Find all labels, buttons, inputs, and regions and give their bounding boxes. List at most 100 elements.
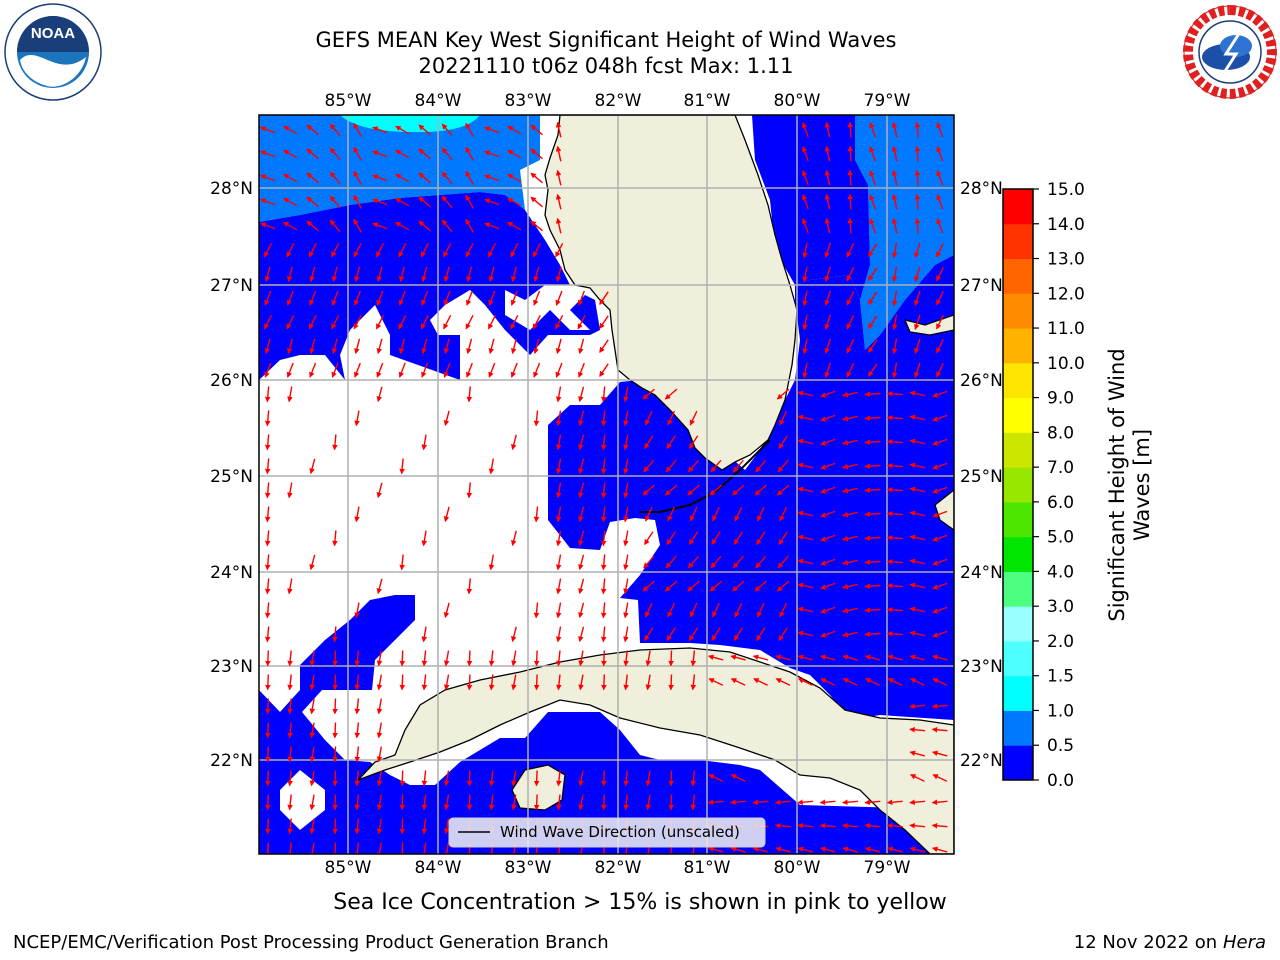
wave-direction-arrow: [376, 650, 383, 667]
colorbar-segment: [1003, 745, 1033, 781]
wave-direction-arrow: [601, 674, 607, 691]
wave-direction-arrow: [398, 338, 405, 355]
wave-direction-arrow: [690, 674, 697, 691]
wave-direction-arrow: [260, 198, 276, 206]
wave-direction-arrow: [309, 362, 317, 378]
wave-direction-arrow: [775, 678, 791, 686]
wave-direction-arrow: [354, 602, 360, 619]
wave-direction-arrow: [819, 846, 836, 853]
wave-direction-arrow: [623, 674, 629, 691]
colorbar-segment: [1003, 258, 1033, 294]
wave-direction-arrow: [510, 290, 518, 306]
wave-direction-arrow: [354, 506, 360, 523]
wave-direction-arrow: [533, 362, 541, 378]
wave-direction-arrow: [887, 846, 903, 853]
wave-direction-arrow: [936, 338, 944, 354]
wave-direction-arrow: [886, 631, 903, 637]
wave-direction-arrow: [687, 484, 700, 496]
wave-direction-arrow: [623, 434, 629, 451]
wind-wave-direction-arrows: [260, 121, 948, 854]
wave-direction-arrow: [932, 414, 948, 422]
wave-direction-arrow: [465, 290, 473, 306]
wave-direction-arrow: [421, 266, 428, 283]
lat-label: 23°N: [210, 657, 253, 677]
wave-direction-arrow: [869, 194, 877, 210]
wave-direction-arrow: [914, 362, 921, 378]
wave-direction-arrow: [797, 630, 814, 637]
colorbar-segment: [1003, 223, 1033, 260]
wave-direction-arrow: [688, 531, 699, 546]
colorbar-ticks: 0.0 0.5 1.0 1.5 2.0 3.0 4.0 5.0 6.0 7.0 8.0 9.0 10.0…: [1033, 180, 1085, 791]
wave-fill-0.5-1.0-atlantic: [855, 115, 954, 350]
wave-direction-arrow: [354, 698, 361, 715]
footer-date: 12 Nov 2022 on Hera: [1074, 932, 1266, 953]
wave-direction-arrow: [932, 510, 948, 518]
wave-direction-arrow: [868, 339, 878, 353]
colorbar-tick-label: 7.0: [1047, 458, 1074, 478]
wave-direction-arrow: [688, 555, 700, 569]
footer-host: Hera: [1222, 932, 1266, 953]
wave-direction-arrow: [530, 172, 543, 184]
wave-direction-arrow: [909, 726, 926, 733]
wave-direction-arrow: [395, 125, 410, 135]
wave-direction-arrow: [936, 122, 944, 138]
wave-direction-arrow: [864, 487, 881, 493]
wave-direction-arrow: [932, 774, 948, 782]
wave-direction-arrow: [511, 770, 517, 787]
lat-label: 25°N: [960, 467, 1003, 487]
wave-direction-arrow: [331, 266, 338, 283]
wave-direction-arrow: [909, 390, 926, 397]
wave-direction-arrow: [376, 578, 383, 595]
wave-direction-arrow: [421, 362, 429, 378]
wave-direction-arrow: [466, 482, 473, 499]
map-legend: Wind Wave Direction (unscaled): [448, 817, 766, 848]
wave-direction-arrow: [623, 650, 629, 667]
wave-direction-arrow: [510, 266, 517, 283]
sea-ice-note: Sea Ice Concentration > 15% is shown in …: [333, 890, 947, 915]
colorbar-tick-label: 14.0: [1047, 215, 1085, 235]
wave-direction-arrow: [842, 511, 858, 518]
wave-direction-arrow: [730, 774, 746, 782]
wave-direction-arrow: [802, 194, 809, 210]
wave-direction-arrow: [644, 531, 654, 546]
wave-direction-arrow: [332, 434, 338, 451]
wave-direction-arrow: [708, 774, 724, 782]
wave-direction-arrow: [533, 290, 541, 306]
wave-direction-arrow: [886, 822, 903, 829]
footer-date-text: 12 Nov 2022 on: [1073, 932, 1218, 953]
wave-direction-arrow: [263, 242, 273, 258]
lat-label: 26°N: [210, 371, 253, 391]
wave-direction-arrow: [376, 674, 383, 691]
wave-direction-arrow: [864, 415, 881, 421]
wave-direction-arrow: [398, 242, 407, 258]
wave-direction-arrow: [556, 794, 562, 811]
wave-direction-arrow: [530, 220, 543, 232]
wave-direction-arrow: [842, 654, 858, 661]
lon-label: 81°W: [684, 858, 731, 878]
wave-direction-arrow: [354, 794, 361, 811]
wave-direction-arrow: [265, 746, 271, 763]
wave-direction-arrow: [283, 149, 298, 159]
lat-label: 22°N: [210, 751, 253, 771]
wave-direction-arrow: [820, 438, 836, 446]
wave-direction-arrow: [507, 125, 522, 135]
colorbar-tick-label: 2.0: [1047, 632, 1074, 652]
wave-direction-arrow: [354, 650, 361, 667]
wave-direction-arrow: [932, 630, 948, 638]
wave-direction-arrow: [931, 703, 948, 710]
wave-direction-arrow: [909, 534, 926, 541]
wave-direction-arrow: [775, 654, 791, 661]
wave-direction-arrow: [690, 770, 697, 787]
wave-direction-arrow: [331, 362, 339, 378]
wave-direction-arrow: [667, 506, 676, 522]
wave-direction-arrow: [623, 506, 629, 523]
wave-direction-arrow: [375, 242, 385, 258]
wave-direction-arrow: [265, 818, 271, 835]
wave-direction-arrow: [909, 606, 926, 613]
wave-direction-arrow: [864, 583, 881, 589]
wave-direction-arrow: [443, 602, 450, 619]
wave-direction-arrow: [372, 126, 388, 134]
wave-direction-arrow: [578, 482, 585, 499]
colorbar-tick-label: 12.0: [1047, 284, 1085, 304]
wave-direction-arrow: [664, 388, 678, 400]
